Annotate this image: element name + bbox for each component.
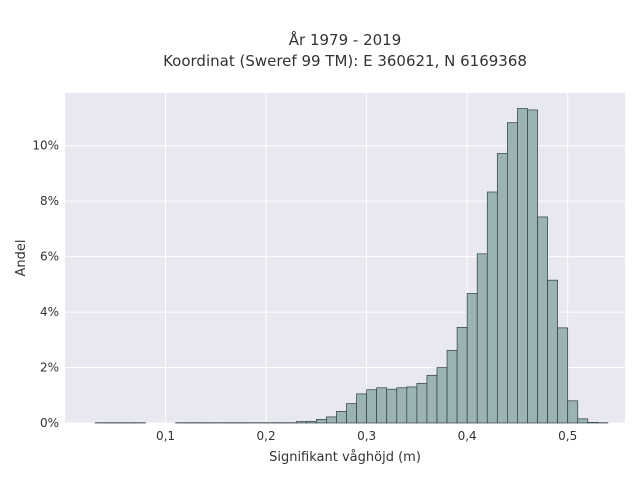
y-tick-label: 8% [40, 194, 59, 208]
histogram-bar [386, 388, 398, 424]
histogram-bar [507, 122, 518, 424]
y-tick-label: 2% [40, 361, 59, 375]
histogram-bar [547, 279, 558, 424]
histogram-bar [466, 293, 478, 424]
x-axis-label: Signifikant våghöjd (m) [269, 450, 421, 465]
x-tick-label: 0,4 [458, 429, 477, 443]
histogram-bar [416, 382, 428, 424]
histogram-bar [406, 386, 418, 424]
histogram-bar [517, 108, 528, 424]
histogram-bar [486, 191, 498, 424]
x-tick-label: 0,1 [156, 429, 175, 443]
histogram-bar [346, 403, 357, 424]
histogram-bar [426, 374, 438, 424]
chart-title-line1: År 1979 - 2019 [289, 30, 402, 49]
chart-title-line2: Koordinat (Sweref 99 TM): E 360621, N 61… [163, 52, 527, 70]
histogram-bar [567, 400, 579, 424]
histogram-bar [446, 349, 458, 424]
histogram-bar [305, 420, 317, 424]
histogram-bar [527, 109, 538, 424]
histogram-bar [456, 326, 468, 424]
tick-labels: 0,1 0,2 0,3 0,4 0,5 0% 2% 4% 6% 8% 10% [32, 139, 577, 443]
histogram-bar [537, 216, 548, 424]
bars [94, 108, 609, 424]
y-tick-label: 6% [40, 250, 59, 264]
y-tick-label: 4% [40, 305, 59, 319]
histogram-bar [436, 367, 448, 424]
x-tick-label: 0,3 [357, 429, 376, 443]
histogram-bar [476, 253, 488, 424]
x-tick-label: 0,5 [558, 429, 577, 443]
y-axis-label: Andel [14, 240, 29, 277]
histogram-bar [356, 393, 367, 424]
histogram-bar [396, 387, 408, 424]
histogram-bar [326, 416, 337, 424]
y-tick-label: 10% [32, 139, 59, 153]
y-tick-label: 0% [40, 416, 59, 430]
histogram-bar [315, 419, 327, 424]
histogram-bar [577, 418, 589, 424]
histogram-bar [496, 153, 508, 424]
x-tick-label: 0,2 [257, 429, 276, 443]
histogram-bar [376, 387, 388, 424]
histogram-bar [366, 389, 378, 424]
histogram-bar [336, 411, 347, 424]
histogram-bar [557, 327, 569, 424]
histogram-bar [587, 422, 599, 424]
histogram-bar [295, 421, 307, 424]
